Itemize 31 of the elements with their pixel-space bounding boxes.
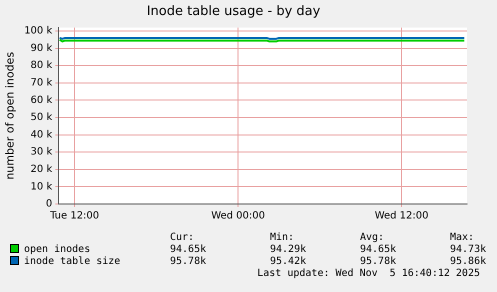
y-axis-title: number of open inodes	[3, 52, 16, 180]
y-tick-label: 20 k	[30, 164, 52, 176]
text: 94.29k	[270, 244, 306, 255]
chart-title: Inode table usage - by day	[146, 4, 321, 20]
y-tick-label: 50 k	[30, 112, 52, 124]
y-tick-label: 0	[46, 198, 52, 210]
text: Max:	[450, 232, 474, 243]
text: Avg:	[360, 232, 384, 243]
text: 94.65k	[170, 244, 206, 255]
y-tick-label: 100 k	[24, 26, 52, 37]
x-tick-label: Wed 00:00	[211, 210, 266, 222]
y-tick-label: 60 k	[30, 94, 52, 106]
legend-label: inode table size	[23, 256, 120, 267]
y-tick-label: 80 k	[30, 60, 52, 72]
text: 94.73k	[450, 244, 486, 255]
y-tick-label: 10 k	[30, 181, 52, 192]
text: 95.42k	[270, 256, 306, 267]
text: Last update: Wed Nov 5 16:40:12 2025	[257, 268, 480, 279]
x-tick-label: Wed 12:00	[374, 210, 429, 222]
y-tick-label: 30 k	[30, 146, 52, 158]
text: Min:	[270, 232, 294, 243]
text: 95.78k	[170, 256, 206, 267]
text: 94.65k	[360, 244, 396, 255]
text: 95.78k	[360, 256, 396, 267]
y-tick-label: 40 k	[30, 129, 52, 140]
y-tick-label: 90 k	[30, 42, 52, 54]
legend-label: open inodes	[23, 244, 90, 255]
text: 95.86k	[450, 256, 486, 267]
y-tick-label: 70 k	[30, 78, 52, 89]
x-tick-label: Tue 12:00	[49, 210, 100, 222]
text: Cur:	[170, 232, 194, 243]
